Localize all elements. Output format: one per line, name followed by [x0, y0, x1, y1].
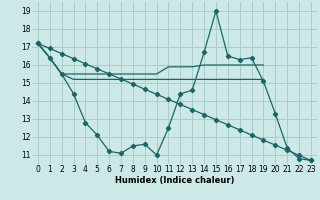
X-axis label: Humidex (Indice chaleur): Humidex (Indice chaleur) — [115, 176, 234, 185]
